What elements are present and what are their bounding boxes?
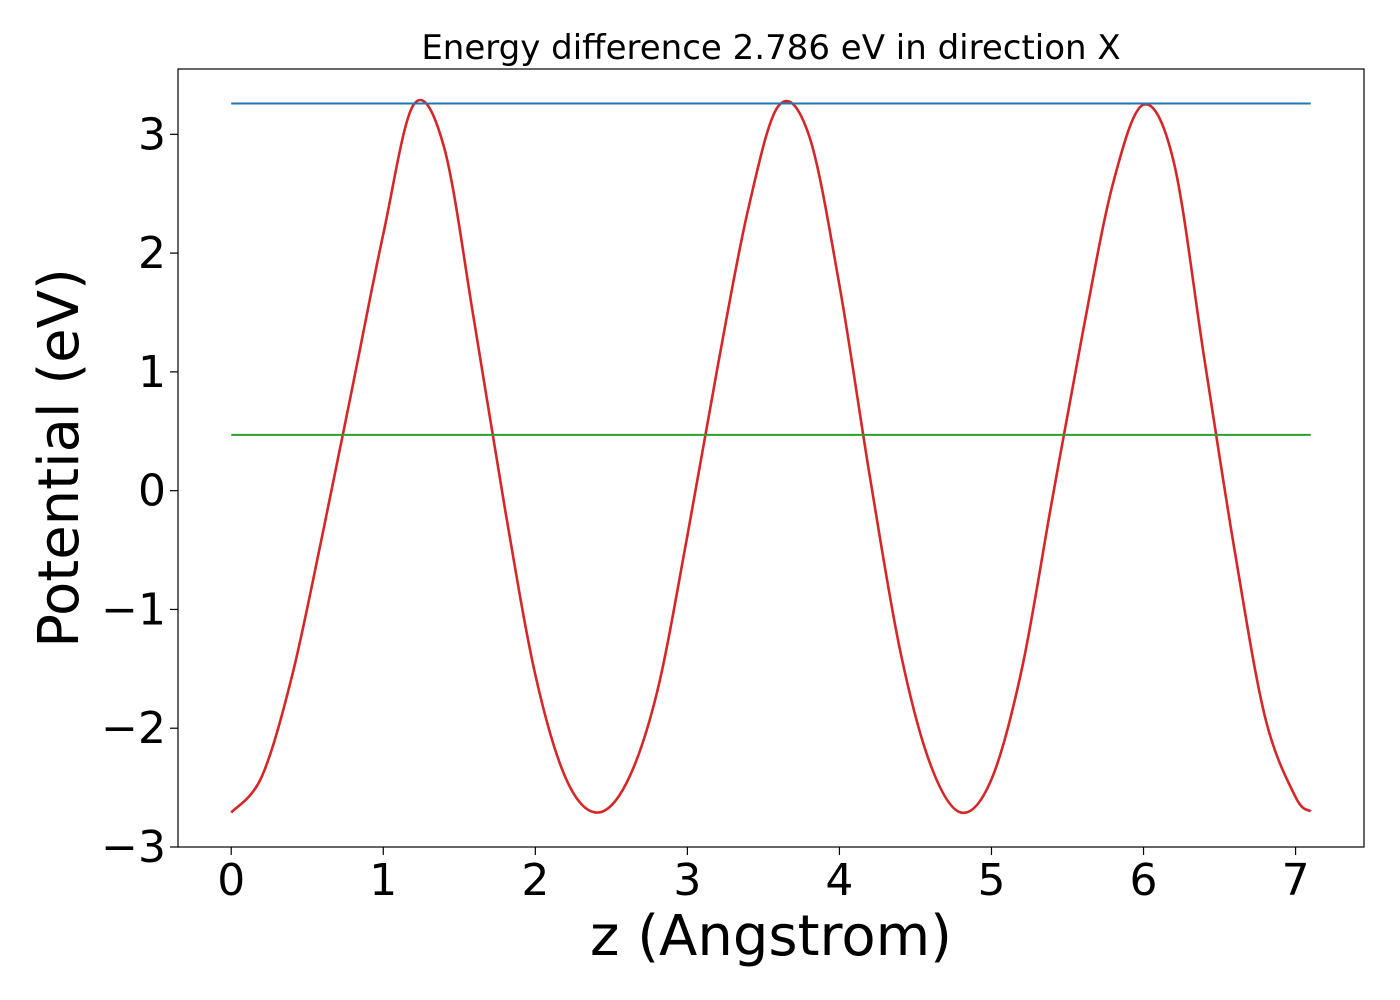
y-tick-label: 1 (138, 347, 166, 398)
x-tick-label: 2 (521, 855, 549, 906)
y-tick-label: 3 (138, 109, 166, 160)
x-tick-label: 3 (673, 855, 701, 906)
y-tick-label: 0 (138, 466, 166, 517)
y-tick-label: −1 (101, 584, 166, 635)
x-tick-label: 0 (217, 855, 245, 906)
y-axis-label: Potential (eV) (27, 268, 92, 648)
y-tick-label: −2 (101, 703, 166, 754)
y-axis-ticks: −3 −2 −1 0 1 2 3 (101, 109, 178, 873)
series-layer (230, 98, 1312, 815)
x-tick-label: 4 (825, 855, 853, 906)
x-tick-label: 1 (369, 855, 397, 906)
x-axis-ticks: 0 1 2 3 4 5 6 7 (217, 847, 1310, 906)
potential-curve (230, 98, 1312, 815)
x-tick-label: 7 (1282, 855, 1310, 906)
x-tick-label: 6 (1130, 855, 1158, 906)
plot-area-frame (177, 68, 1365, 848)
y-tick-label: 2 (138, 228, 166, 279)
chart-title: Energy difference 2.786 eV in direction … (421, 28, 1120, 68)
x-tick-label: 5 (977, 855, 1005, 906)
y-tick-label: −3 (101, 822, 166, 873)
x-axis-label: z (Angstrom) (590, 904, 952, 969)
